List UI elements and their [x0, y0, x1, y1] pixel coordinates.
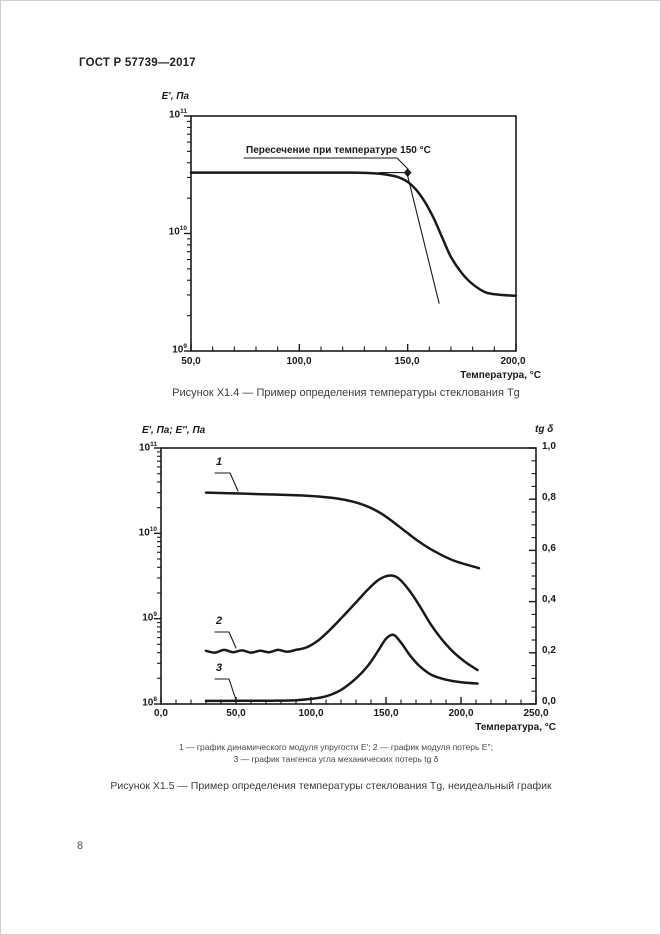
- fig1-y-axis-label: E', Па: [161, 91, 189, 102]
- fig1-curve-1: [189, 171, 518, 298]
- fig2-y-left-axis-label: E', Па; E'', Па: [142, 425, 206, 436]
- fig2-y-left-tick-1e10: 1010: [121, 526, 157, 538]
- page-number: 8: [77, 840, 84, 852]
- fig2-x-tick-250: 250,0: [523, 708, 549, 719]
- fig2-y-right-tick-0.4: 0,4: [542, 594, 556, 605]
- fig2-y-tick-base: 10: [142, 697, 154, 709]
- fig2-y-tick-exp: 11: [150, 441, 157, 448]
- fig2-y-tick-exp: 8: [153, 696, 157, 703]
- fig2-caption: Рисунок X1.5 — Пример определения темпер…: [110, 780, 552, 792]
- fig2-curve-label-3: 3: [216, 662, 223, 674]
- fig1-x-tick-200: 200,0: [500, 356, 526, 367]
- fig2-x-tick-50: 50,0: [226, 708, 246, 719]
- fig2-y-right-tick-0.2: 0,2: [542, 645, 556, 656]
- fig1-intersection-marker: [403, 168, 412, 178]
- fig2-y-right-tick-0.6: 0,6: [542, 543, 556, 554]
- fig1-y-tick-1e9: 109: [151, 343, 187, 355]
- fig1-y-tick-exp: 11: [180, 108, 187, 115]
- fig2-curve-1: [204, 491, 481, 570]
- document-header: ГОСТ Р 57739—2017: [79, 57, 196, 69]
- fig2-curve-2: [204, 574, 479, 672]
- fig2-y-right-tick-0.0: 0,0: [542, 696, 556, 707]
- fig2-x-tick-150: 150,0: [373, 708, 399, 719]
- fig1-x-axis-label: Температура, °C: [460, 370, 541, 381]
- fig2-label-leader-1: [214, 472, 239, 492]
- fig2-footnote-line2: 3 — график тангенса угла механических по…: [233, 754, 439, 764]
- fig2-curve-label-2: 2: [216, 615, 223, 627]
- fig2-curve-3: [204, 633, 479, 703]
- fig2-y-tick-base: 10: [138, 527, 150, 539]
- fig1-y-tick-1e10: 1010: [151, 225, 187, 237]
- fig2-y-left-tick-1e11: 1011: [121, 441, 157, 453]
- fig1-y-tick-base: 10: [168, 226, 180, 238]
- fig2-x-tick-0: 0,0: [154, 708, 168, 719]
- fig2-curve-label-1: 1: [216, 456, 223, 468]
- fig2-y-right-tick-1.0: 1,0: [542, 441, 556, 452]
- fig1-y-tick-exp: 9: [183, 343, 187, 350]
- fig2: [154, 447, 537, 705]
- fig2-x-axis-label: Температура, °C: [475, 722, 556, 733]
- fig1-x-tick-100: 100,0: [286, 356, 312, 367]
- fig1-curve-2: [406, 171, 440, 304]
- fig2-label-leader-2: [214, 631, 237, 649]
- fig2-y-left-tick-1e9: 109: [121, 611, 157, 623]
- fig2-y-right-axis-label: tg δ: [535, 424, 554, 435]
- fig2-x-tick-200: 200,0: [448, 708, 474, 719]
- fig1-y-tick-exp: 10: [179, 225, 187, 232]
- fig1-y-tick-1e11: 1011: [151, 108, 187, 120]
- fig2-y-tick-exp: 9: [153, 611, 157, 618]
- fig2-label-leader-3: [214, 678, 237, 701]
- fig2-y-tick-base: 10: [139, 442, 151, 454]
- fig1-caption: Рисунок X1.4 — Пример определения темпер…: [172, 387, 520, 399]
- fig1-x-tick-150: 150,0: [394, 356, 420, 367]
- fig2-y-tick-base: 10: [142, 612, 154, 624]
- fig2-y-tick-exp: 10: [149, 526, 157, 533]
- fig2-x-tick-100: 100,0: [298, 708, 324, 719]
- fig1: [184, 115, 518, 352]
- fig2-y-left-tick-1e8: 108: [121, 696, 157, 708]
- fig2-y-right-tick-0.8: 0,8: [542, 492, 556, 503]
- fig1-y-tick-base: 10: [172, 344, 184, 356]
- fig2-footnote-line1: 1 — график динамического модуля упругост…: [178, 742, 494, 752]
- fig1-annotation-leader: [243, 157, 409, 170]
- fig1-intersection-annotation: Пересечение при температуре 150 °C: [246, 145, 431, 156]
- fig1-x-tick-50: 50,0: [181, 356, 201, 367]
- fig1-y-tick-base: 10: [169, 109, 181, 121]
